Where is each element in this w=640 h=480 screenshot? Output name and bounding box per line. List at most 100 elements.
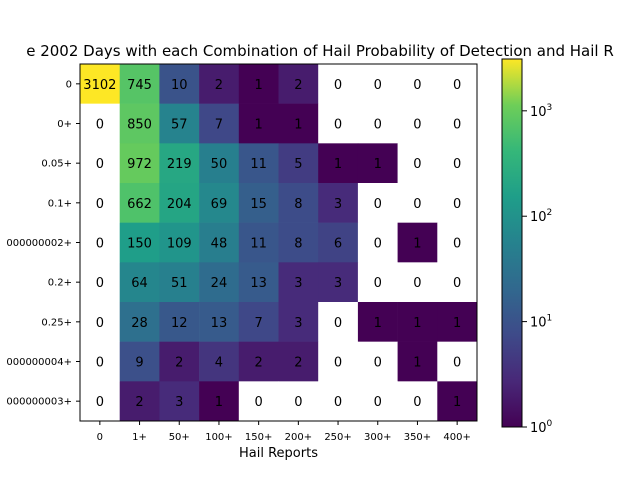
cell-value-label: 1 — [255, 118, 263, 133]
cell-value-label: 1 — [374, 316, 382, 331]
cell-value-label: 13 — [250, 276, 267, 291]
heatmap-cell — [397, 222, 438, 263]
cell-value-label: 3 — [175, 395, 183, 410]
cell-value-label: 9 — [135, 356, 143, 371]
cell-value-label: 0 — [334, 395, 342, 410]
heatmap-cell — [437, 183, 478, 223]
cell-value-label: 4 — [215, 356, 223, 371]
cell-value-label: 0 — [413, 395, 421, 410]
heatmap-cell — [119, 302, 160, 342]
heatmap-cell — [318, 302, 359, 342]
x-tick-label: 350+ — [404, 432, 431, 443]
cell-value-label: 1 — [294, 118, 302, 133]
cell-value-label: 1 — [453, 395, 461, 410]
heatmap-cell — [278, 143, 319, 184]
heatmap-cell — [80, 262, 120, 303]
heatmap-cell — [437, 302, 478, 342]
y-tick-label: 0.2+ — [48, 278, 72, 289]
cell-value-label: 1 — [334, 157, 342, 172]
cell-value-label: 7 — [255, 316, 263, 331]
heatmap-cell — [278, 381, 319, 422]
heatmap-cell — [437, 262, 478, 303]
heatmap-cell — [278, 183, 319, 223]
heatmap-cell — [278, 302, 319, 342]
cell-value-label: 0 — [453, 197, 461, 212]
heatmap-cell — [199, 103, 240, 144]
colorbar-tick-label: 103 — [530, 103, 552, 120]
cell-value-label: 0 — [334, 78, 342, 93]
heatmap-cell — [199, 143, 240, 184]
heatmap-cell — [119, 341, 160, 382]
cell-value-label: 662 — [127, 197, 152, 212]
heatmap-cell — [397, 381, 438, 422]
heatmap-cell — [199, 64, 240, 104]
cell-value-label: 11 — [250, 237, 267, 252]
heatmap-cell — [80, 183, 120, 223]
cell-value-label: 0 — [374, 118, 382, 133]
heatmap-cell — [397, 183, 438, 223]
cell-value-label: 2 — [294, 78, 302, 93]
heatmap-cell — [278, 64, 319, 104]
cell-value-label: 745 — [127, 78, 152, 93]
cell-value-label: 2 — [175, 356, 183, 371]
heatmap-cell — [437, 341, 478, 382]
heatmap-cell — [80, 222, 120, 263]
cell-value-label: 0 — [334, 118, 342, 133]
cell-value-label: 0 — [374, 276, 382, 291]
heatmap-cell — [159, 64, 200, 104]
heatmap-cell — [238, 103, 279, 144]
heatmap-cell — [119, 262, 160, 303]
heatmap-cell — [437, 381, 478, 422]
cell-value-label: 0 — [96, 157, 104, 172]
heatmap-cell — [199, 183, 240, 223]
heatmap-cell — [238, 381, 279, 422]
heatmap-cell — [159, 222, 200, 263]
cell-value-label: 50 — [211, 157, 228, 172]
cell-value-label: 0 — [374, 197, 382, 212]
cell-value-label: 28 — [131, 316, 148, 331]
x-tick-label: 50+ — [169, 432, 190, 443]
cell-value-label: 0 — [453, 118, 461, 133]
heatmap-cell — [278, 341, 319, 382]
x-axis-label: Hail Reports — [239, 446, 318, 461]
cell-value-label: 2 — [135, 395, 143, 410]
heatmap-cell — [159, 341, 200, 382]
cell-value-label: 3102 — [83, 78, 116, 93]
x-tick-label: 0 — [97, 432, 103, 443]
heatmap-cell — [238, 64, 279, 104]
x-tick-label: 1+ — [132, 432, 147, 443]
heatmap-cell — [318, 143, 359, 184]
cell-value-labels: 3102 745 10 2 1 2 0 0 0 00 850 57 7 1 1 0 0 0 00 972 219 50 11… — [83, 78, 461, 410]
cell-value-label: 0 — [294, 395, 302, 410]
cell-value-label: 1 — [255, 78, 263, 93]
cell-value-label: 0 — [413, 118, 421, 133]
heatmap-cell — [397, 302, 438, 342]
heatmap-cell — [437, 222, 478, 263]
heatmap-cell — [278, 222, 319, 263]
heatmap-cell — [80, 103, 120, 144]
heatmap-cell — [80, 302, 120, 342]
heatmap-cell — [397, 103, 438, 144]
heatmap-cell — [119, 143, 160, 184]
cell-value-label: 204 — [167, 197, 192, 212]
y-tick-label: 000000004+ — [6, 357, 72, 368]
cell-value-label: 57 — [171, 118, 188, 133]
y-tick-label: 0.25+ — [41, 317, 72, 328]
heatmap-cell — [199, 341, 240, 382]
heatmap-cells — [80, 64, 478, 422]
cell-value-label: 0 — [413, 276, 421, 291]
heatmap-cell — [199, 262, 240, 303]
heatmap-cell — [80, 381, 120, 422]
cell-value-label: 0 — [255, 395, 263, 410]
cell-value-label: 0 — [413, 78, 421, 93]
y-tick-label: 0 — [66, 79, 72, 90]
cell-value-label: 109 — [167, 237, 192, 252]
heatmap-cell — [199, 302, 240, 342]
x-tick-label: 200+ — [285, 432, 312, 443]
cell-value-label: 150 — [127, 237, 152, 252]
cell-value-label: 12 — [171, 316, 188, 331]
heatmap-cell — [80, 64, 120, 104]
cell-value-label: 24 — [211, 276, 228, 291]
heatmap-cell — [159, 103, 200, 144]
cell-value-label: 0 — [413, 157, 421, 172]
